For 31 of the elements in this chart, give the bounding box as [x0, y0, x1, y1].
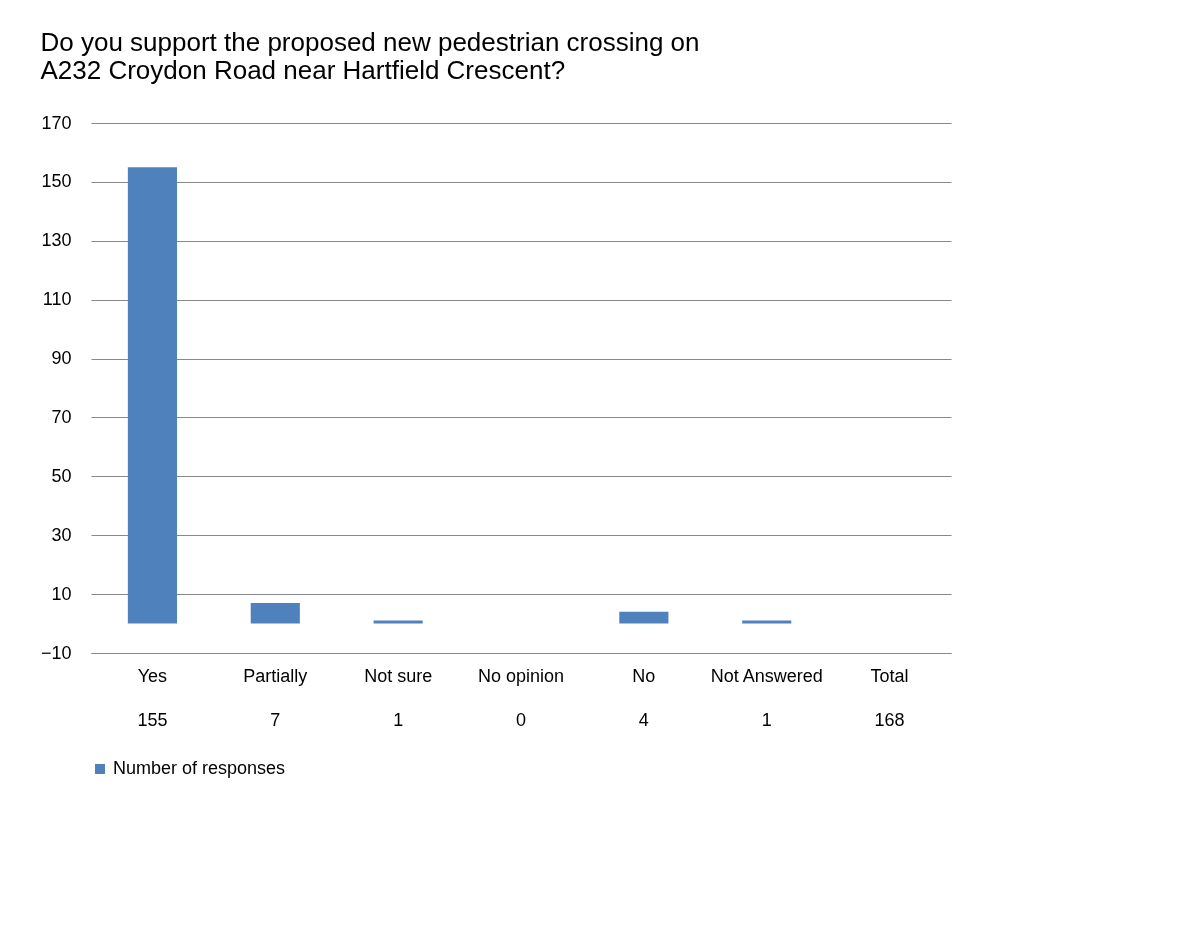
- y-tick-label: 90: [51, 348, 72, 369]
- legend-label: Number of responses: [113, 758, 286, 778]
- y-tick-label: 150: [41, 171, 72, 192]
- data-label: 7: [270, 710, 281, 730]
- y-tick-label: 10: [51, 583, 72, 604]
- y-tick-label: −10: [40, 642, 72, 663]
- chart-title: Do you support the proposed new pedestrian crossing on A232 Croydon Road near Hartfield Crescent?: [40, 27, 700, 85]
- data-label: 4: [638, 710, 649, 730]
- data-label: 0: [515, 710, 527, 730]
- x-tick-label: Not Answered: [710, 665, 823, 686]
- x-tick-label: No: [632, 665, 656, 686]
- y-tick-label: 50: [51, 465, 72, 486]
- bar: [742, 620, 792, 624]
- x-tick-label: No opinion: [477, 665, 565, 686]
- bar: [127, 167, 177, 624]
- x-tick-label: Partially: [243, 665, 308, 686]
- text: 168: [874, 710, 905, 730]
- x-tick-label: Not sure: [364, 665, 433, 686]
- x-tick-label: Total: [870, 665, 909, 686]
- bar: [373, 620, 423, 624]
- x-tick-label: Yes: [137, 665, 168, 686]
- y-tick-label: 170: [41, 112, 72, 133]
- y-tick-label: 110: [42, 289, 72, 310]
- data-label: 1: [393, 710, 404, 730]
- y-tick-label: 70: [51, 406, 72, 427]
- y-tick-label: 130: [41, 230, 72, 251]
- data-label: 1: [761, 710, 772, 730]
- y-tick-label: 30: [51, 524, 72, 545]
- data-label: 155: [137, 710, 168, 730]
- bar: [619, 611, 669, 624]
- bar: [250, 602, 300, 624]
